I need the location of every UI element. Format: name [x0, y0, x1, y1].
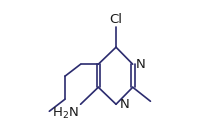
Text: H$_2$N: H$_2$N: [52, 106, 79, 121]
Text: N: N: [136, 58, 146, 71]
Text: Cl: Cl: [110, 13, 123, 26]
Text: N: N: [119, 98, 129, 111]
